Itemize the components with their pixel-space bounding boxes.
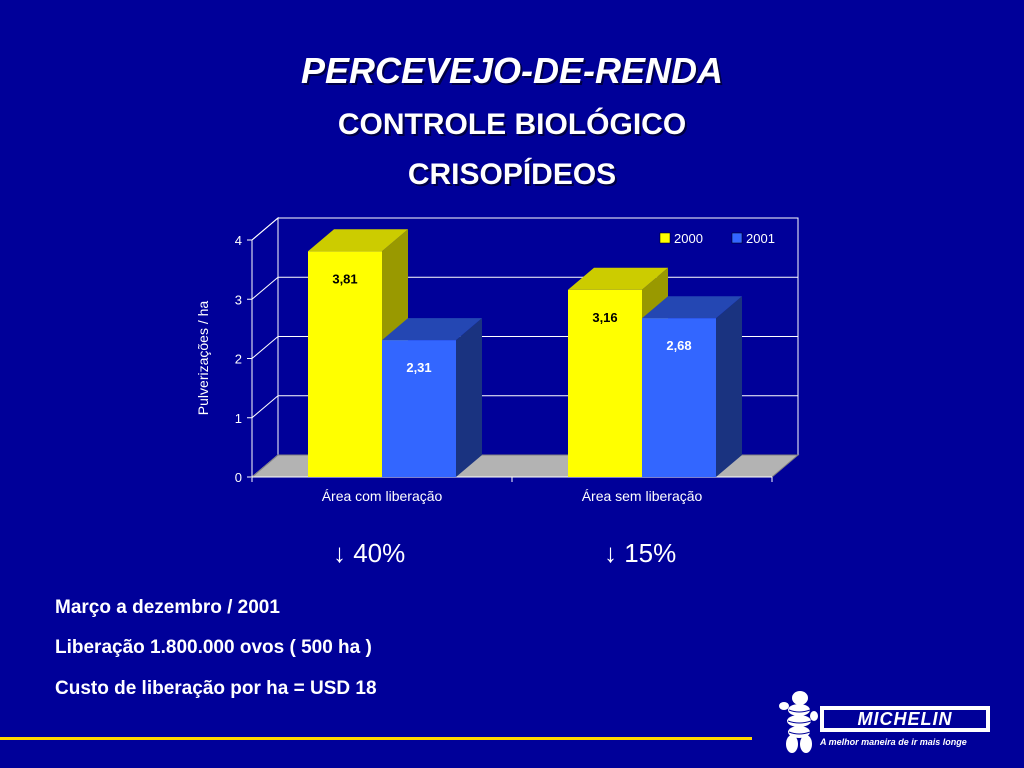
page-title: PERCEVEJO-DE-RENDA <box>300 50 724 91</box>
bar-2000 <box>308 251 382 477</box>
legend-swatch <box>731 232 743 244</box>
x-tick-label: Área sem liberação <box>582 488 703 504</box>
bar-top-2001 <box>642 296 742 319</box>
data-label: 2,68 <box>666 338 691 353</box>
y-tick-label: 2 <box>235 352 242 367</box>
bar-side-2001 <box>456 318 482 477</box>
data-label: 3,16 <box>592 310 617 325</box>
y-tick-label: 0 <box>235 470 242 485</box>
logo-wordmark: MICHELIN <box>824 710 986 728</box>
bar-2001 <box>382 340 456 477</box>
divider-line <box>0 737 752 740</box>
gridline <box>251 217 798 241</box>
bar-top-2000 <box>568 267 668 290</box>
info-period: Março a dezembro / 2001 <box>55 597 280 618</box>
y-axis-title: Pulverizações / ha <box>195 301 211 416</box>
info-release: Liberação 1.800.000 ovos ( 500 ha ) <box>55 637 372 658</box>
logo-slogan: A melhor maneira de ir mais longe <box>820 737 967 747</box>
michelin-logo: MICHELIN A melhor maneira de ir mais lon… <box>778 686 998 758</box>
info-cost: Custo de liberação por ha = USD 18 <box>55 678 377 699</box>
legend-entry: 2000 <box>674 231 703 246</box>
y-tick-label: 1 <box>235 411 242 426</box>
legend-entry: 2001 <box>746 231 775 246</box>
reduction-area-sem: ↓ 15% <box>604 538 677 568</box>
y-tick-label: 4 <box>235 233 242 248</box>
bibendum-icon <box>779 691 818 753</box>
data-label: 3,81 <box>332 271 357 286</box>
bar-top-2001 <box>382 318 482 341</box>
page-subtitle-2: CRISOPÍDEOS <box>407 158 617 191</box>
x-tick-label: Área com liberação <box>322 488 443 504</box>
legend-swatch <box>659 232 671 244</box>
data-label: 2,31 <box>406 360 431 375</box>
bar-chart: 0 1 2 3 4 3,81 2,31 Área com liberação 3,16 2,68 Á… <box>195 216 800 504</box>
reduction-area-com: ↓ 40% <box>333 538 406 568</box>
bar-2000 <box>568 289 642 477</box>
bar-side-2001 <box>716 296 742 477</box>
bar-top-2000 <box>308 229 408 252</box>
page-subtitle-1: CONTROLE BIOLÓGICO <box>337 108 687 141</box>
bar-2001 <box>642 318 716 477</box>
y-tick-label: 3 <box>235 292 242 307</box>
logo-wordmark-box: MICHELIN <box>820 706 990 732</box>
